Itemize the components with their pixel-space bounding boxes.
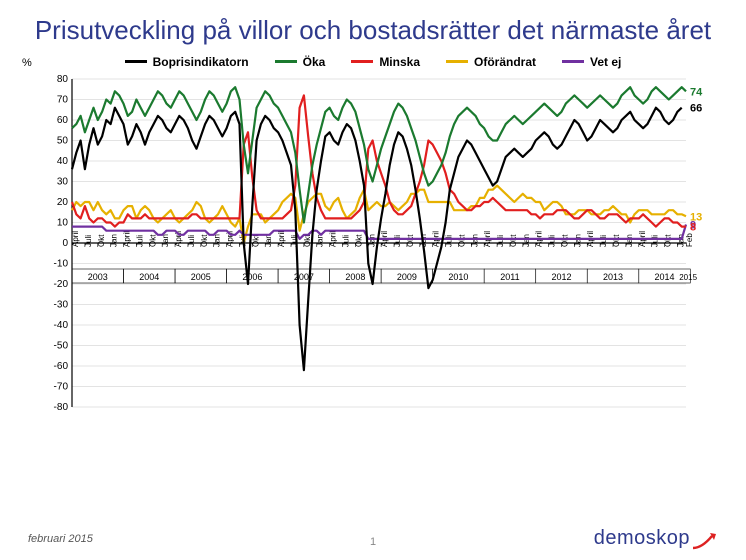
svg-text:2012: 2012: [551, 272, 571, 282]
svg-text:Juli: Juli: [84, 234, 93, 246]
svg-text:-40: -40: [54, 320, 69, 331]
svg-text:0: 0: [62, 238, 68, 249]
legend-item-vetej: Vet ej: [562, 55, 621, 69]
svg-text:Okt: Okt: [560, 233, 569, 246]
svg-text:2009: 2009: [397, 272, 417, 282]
svg-text:2003: 2003: [88, 272, 108, 282]
page-title: Prisutveckling på villor och bostadsrätt…: [0, 0, 746, 47]
svg-text:Okt: Okt: [509, 233, 518, 246]
svg-text:Okt: Okt: [664, 233, 673, 246]
svg-text:10: 10: [57, 217, 69, 228]
legend-swatch: [125, 60, 147, 63]
svg-text:80: 80: [57, 74, 69, 85]
svg-text:Okt: Okt: [354, 233, 363, 246]
svg-text:8: 8: [690, 221, 696, 233]
svg-text:60: 60: [57, 115, 69, 126]
svg-text:-10: -10: [54, 258, 69, 269]
svg-text:Jan: Jan: [573, 234, 582, 247]
svg-text:Jan: Jan: [470, 234, 479, 247]
y-axis-label: %: [22, 57, 32, 69]
svg-text:Juli: Juli: [445, 234, 454, 246]
svg-text:Jan: Jan: [625, 234, 634, 247]
svg-text:April: April: [277, 230, 286, 246]
svg-text:20: 20: [57, 197, 69, 208]
svg-text:Okt: Okt: [200, 233, 209, 246]
legend-label: Boprisindikatorn: [153, 55, 249, 69]
svg-text:50: 50: [57, 135, 69, 146]
svg-text:Jan: Jan: [522, 234, 531, 247]
svg-text:Okt: Okt: [148, 233, 157, 246]
legend-item-minska: Minska: [351, 55, 420, 69]
legend-item-boprisindikatorn: Boprisindikatorn: [125, 55, 249, 69]
svg-text:Juli: Juli: [651, 234, 660, 246]
svg-text:2013: 2013: [603, 272, 623, 282]
svg-text:Juli: Juli: [393, 234, 402, 246]
svg-text:Okt: Okt: [612, 233, 621, 246]
legend-swatch: [275, 60, 297, 63]
svg-text:-70: -70: [54, 381, 69, 392]
svg-text:2005: 2005: [191, 272, 211, 282]
svg-text:Juli: Juli: [342, 234, 351, 246]
svg-text:Jan: Jan: [316, 234, 325, 247]
svg-text:Jan: Jan: [367, 234, 376, 247]
svg-text:April: April: [329, 230, 338, 246]
svg-text:Juli: Juli: [496, 234, 505, 246]
svg-text:2011: 2011: [500, 272, 519, 282]
legend-label: Oförändrat: [474, 55, 536, 69]
legend-label: Vet ej: [590, 55, 621, 69]
svg-text:-50: -50: [54, 340, 69, 351]
svg-text:April: April: [123, 230, 132, 246]
logo: demoskop: [594, 527, 718, 550]
logo-arrow-icon: [692, 530, 718, 550]
legend-swatch: [351, 60, 373, 63]
svg-text:Juli: Juli: [599, 234, 608, 246]
svg-text:2010: 2010: [448, 272, 468, 282]
svg-text:66: 66: [690, 102, 702, 114]
svg-text:2014: 2014: [655, 272, 675, 282]
legend-item-oforandrat: Oförändrat: [446, 55, 536, 69]
svg-text:74: 74: [690, 86, 703, 98]
svg-text:Jan: Jan: [110, 234, 119, 247]
legend-swatch: [446, 60, 468, 63]
svg-text:70: 70: [57, 94, 69, 105]
svg-text:Okt: Okt: [97, 233, 106, 246]
svg-text:2006: 2006: [242, 272, 262, 282]
svg-text:Feb: Feb: [685, 232, 694, 246]
svg-text:Okt: Okt: [457, 233, 466, 246]
footer: februari 2015 demoskop: [0, 527, 746, 550]
legend-item-oka: Öka: [275, 55, 326, 69]
svg-text:2004: 2004: [139, 272, 159, 282]
svg-text:2015: 2015: [679, 273, 697, 282]
svg-text:-80: -80: [54, 402, 69, 413]
svg-text:Jan: Jan: [213, 234, 222, 247]
svg-text:40: 40: [57, 156, 69, 167]
logo-text: demoskop: [594, 527, 690, 550]
svg-text:30: 30: [57, 176, 69, 187]
svg-text:Juli: Juli: [135, 234, 144, 246]
chart-legend: Boprisindikatorn Öka Minska Oförändrat V…: [0, 55, 746, 69]
legend-swatch: [562, 60, 584, 63]
svg-text:April: April: [71, 230, 80, 246]
footer-date: februari 2015: [28, 533, 93, 545]
line-chart: -80 -70 -60 -50 -40 -30 -20 -10 0 10 20 30 40 50 60 70 8…: [44, 73, 716, 463]
svg-text:2008: 2008: [345, 272, 365, 282]
legend-label: Öka: [303, 55, 326, 69]
chart-container: % -80-70-60-50-40-30-20-1001020304050607…: [44, 73, 716, 468]
svg-text:Juli: Juli: [548, 234, 557, 246]
svg-text:Jan: Jan: [161, 234, 170, 247]
svg-text:-20: -20: [54, 279, 69, 290]
svg-text:-30: -30: [54, 299, 69, 310]
svg-text:Jan: Jan: [264, 234, 273, 247]
legend-label: Minska: [379, 55, 420, 69]
svg-text:-60: -60: [54, 361, 69, 372]
svg-text:Okt: Okt: [406, 233, 415, 246]
svg-text:Juli: Juli: [187, 234, 196, 246]
